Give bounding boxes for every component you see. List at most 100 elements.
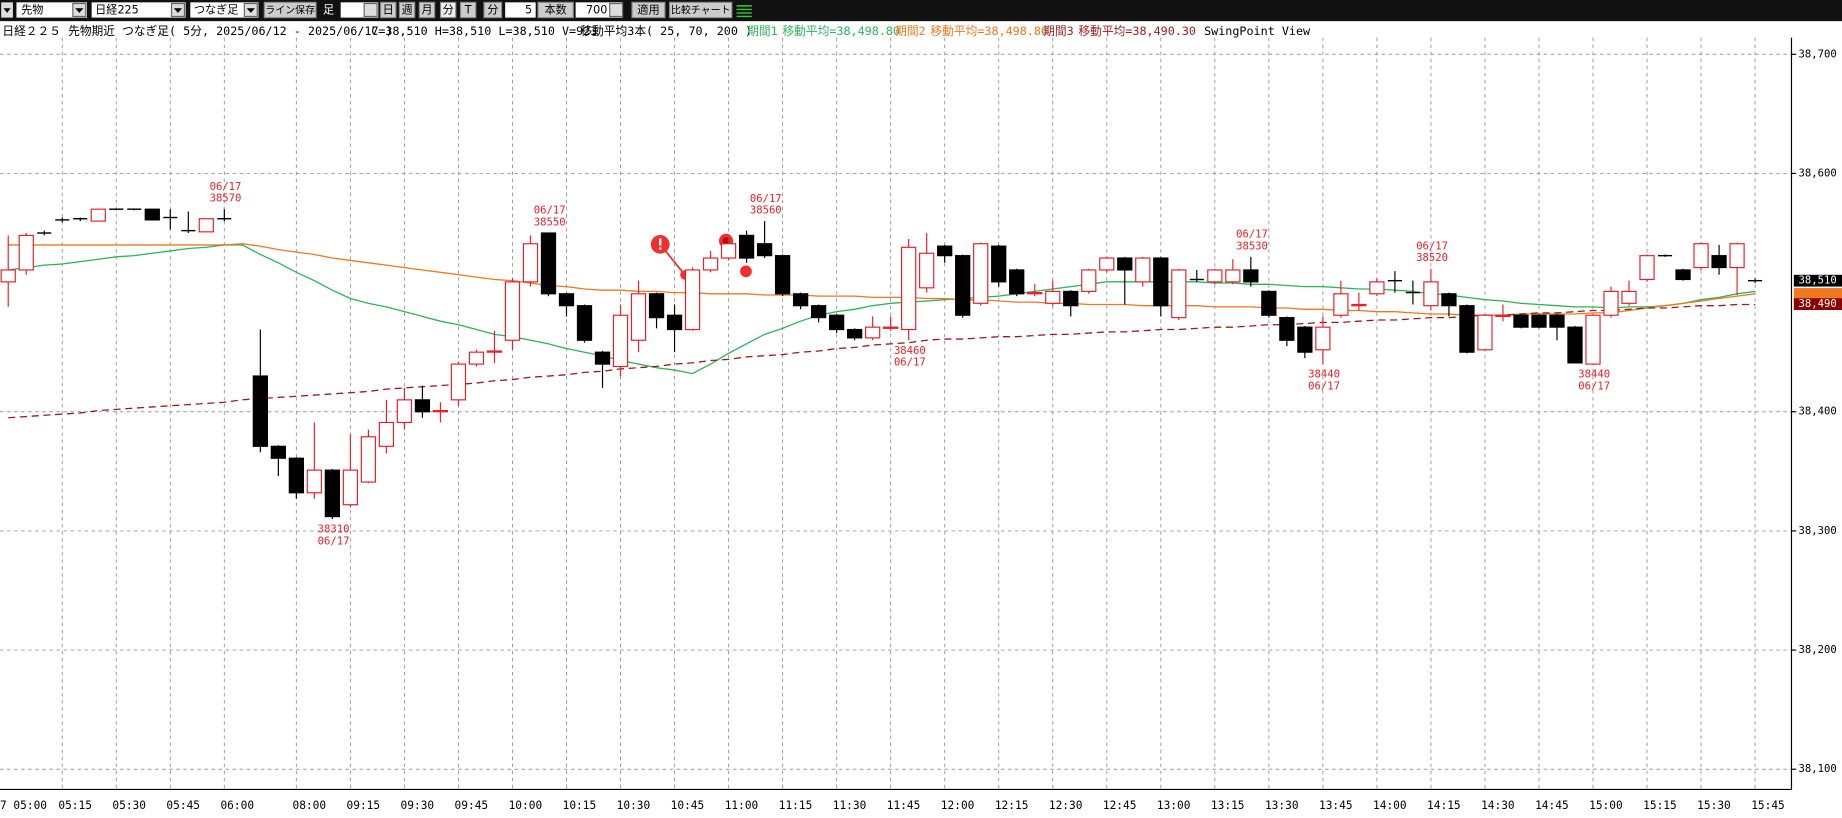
icon [75,8,84,13]
legend-name: 期間2 [895,24,926,38]
signal-markers [650,233,752,280]
ma-lines [8,243,1756,419]
y-tick-label: 38,300 [1799,525,1837,537]
candle-body [1027,292,1043,295]
swing-price: 38550 [534,216,566,228]
candle-body [1171,269,1187,319]
x-tick-label: 11:30 [833,799,867,812]
candle-body [576,305,593,341]
x-tick-label: 12:15 [995,799,1029,812]
candle-body [1045,290,1061,304]
x-tick-label: 14:30 [1481,799,1515,812]
spinner[interactable] [363,2,378,18]
candle-body [1549,314,1565,328]
chart-kind: つなぎ足 [194,3,239,17]
candle-body [1099,257,1115,271]
x-tick-label: 09:45 [455,799,489,812]
x-tick-label: 05:45 [166,799,200,812]
candle-body [756,243,773,257]
candle-body [468,351,485,365]
swing-date: 06/17 [210,181,242,193]
candle-body [1513,314,1529,328]
price-tag-label: 38,510 [1799,275,1837,287]
candle-body [973,243,989,304]
apply-button[interactable] [631,1,666,19]
count: 700 [586,4,607,17]
month-button[interactable] [418,1,436,19]
candle-body [847,328,863,339]
candle-body [288,457,305,494]
candle-body [252,375,268,447]
compare-button[interactable] [669,1,733,19]
x-tick-label: 11:15 [779,799,813,812]
interval: 5 [525,4,532,17]
candle-body [738,234,755,259]
candle-body [865,326,881,339]
x-tick-label: 11:45 [887,799,921,812]
unit-box [483,1,503,19]
x-tick-label: 14:00 [1373,799,1407,812]
icon [246,8,255,13]
candle-body [937,245,953,257]
icon [659,247,662,250]
candles [0,208,1763,519]
tick-button[interactable] [459,1,477,19]
candle-body [486,350,503,353]
save-line-button[interactable] [263,1,317,19]
y-tick-label: 38,100 [1799,763,1837,775]
icon [659,238,662,246]
apply: 適用 [637,3,659,17]
market-select[interactable] [16,2,87,18]
swing-date: 06/17 [1308,380,1340,392]
chart-title: 日経２２５ 先物期近 つなぎ足( 5分, 2025/06/12 - 2025/0… [2,24,392,38]
candle-body [306,469,323,494]
candle-body [342,469,359,506]
minute-button[interactable] [439,1,457,19]
x-tick-label: 15:15 [1643,799,1677,812]
grid-layer [0,37,1792,790]
legend-value: 移動平均=38,490.30 [1078,24,1196,38]
swing-date: 06/17 [1578,380,1610,392]
x-tick-label: 09:30 [401,799,435,812]
chart-kind-select[interactable] [190,2,259,18]
x-tick-label: 06:00 [220,799,254,812]
candle-body [1621,290,1637,304]
x-tick-label: 13:45 [1319,799,1353,812]
candle-body [1351,303,1367,307]
candle-body [18,234,34,271]
x-tick-label: 11:00 [725,799,759,812]
candle-body [450,363,467,401]
candle-body [1279,317,1295,341]
legend-name: 期間1 [747,24,778,38]
candle-body [1333,293,1349,316]
x-tick-label: 10:30 [617,799,651,812]
candle-body [396,399,413,424]
signal-marker [722,237,730,245]
week-button[interactable] [398,1,416,19]
interval-input[interactable] [505,2,536,18]
save-line: ライン保存 [265,4,315,17]
candle-body [1711,255,1727,269]
chart-icon[interactable] [736,5,752,18]
candle-body [1225,269,1241,283]
candle-body [1693,243,1709,269]
symbol-select[interactable] [91,2,186,18]
candle-body [0,269,16,283]
day: 日 [383,4,394,17]
price-tag [1793,274,1842,287]
candle-body [1567,326,1583,364]
count-label: 本数 [544,3,566,17]
price-tag [1793,298,1842,311]
candle-body [1135,257,1151,283]
candle-body [955,255,971,316]
swing-date: 06/17 [318,535,350,547]
spinner[interactable] [609,2,624,18]
candle-body [522,243,539,283]
candle-body [198,218,214,233]
day-button[interactable] [380,1,397,19]
candle-body [919,252,935,289]
x-tick-label: 14:45 [1535,799,1569,812]
